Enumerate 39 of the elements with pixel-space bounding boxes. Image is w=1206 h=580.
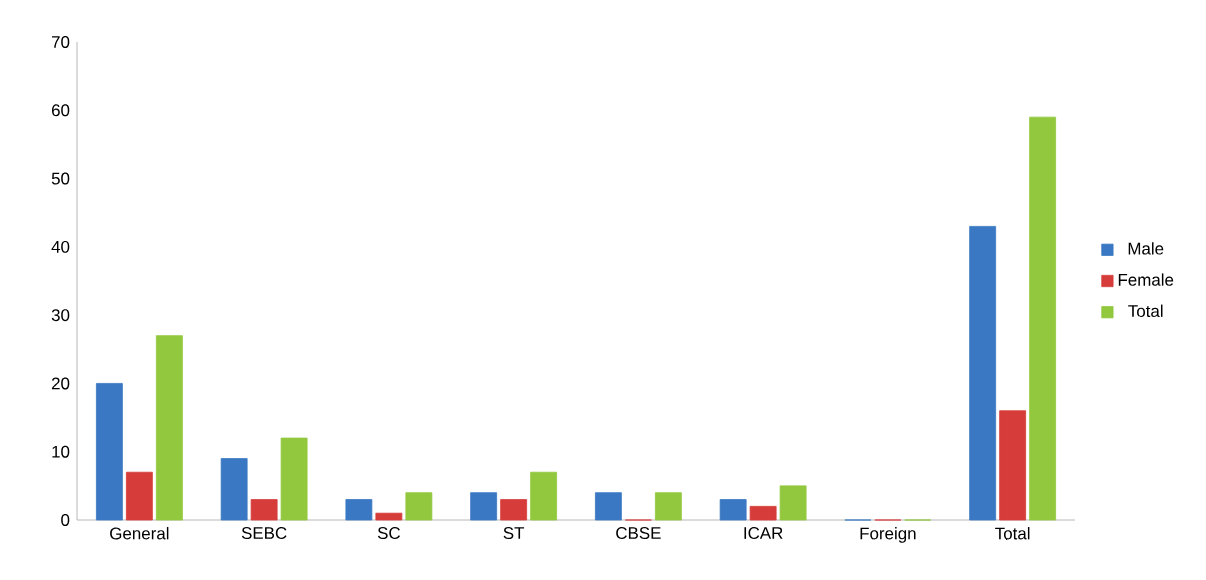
bar	[1029, 116, 1057, 521]
bar	[250, 499, 278, 521]
legend-label: Male	[1128, 242, 1164, 255]
bar	[220, 458, 248, 521]
bar	[125, 471, 153, 521]
bar	[500, 499, 528, 521]
legend-label: Total	[1128, 304, 1163, 317]
x-tick-label: Foreign	[860, 527, 916, 543]
y-tick-label: 50	[51, 172, 70, 185]
bar	[969, 225, 997, 521]
x-tick-label: General	[110, 527, 169, 540]
x-tick-label: ST	[503, 527, 525, 540]
bar	[749, 505, 777, 521]
bar	[719, 499, 747, 521]
bar	[530, 471, 558, 521]
x-tick-label: SC	[377, 527, 400, 540]
bar	[280, 437, 308, 521]
y-tick-label: 70	[52, 36, 70, 48]
bar	[594, 492, 622, 521]
x-tick-label: ICAR	[744, 527, 783, 540]
x-tick-label: Total	[995, 527, 1030, 540]
bar	[654, 492, 682, 521]
legend-label: Female	[1118, 273, 1174, 286]
bar	[375, 512, 403, 521]
x-tick-label: SEBC	[241, 527, 287, 540]
y-tick-label: 40	[51, 240, 70, 253]
bar	[470, 492, 498, 521]
bar	[779, 485, 807, 521]
bar	[345, 499, 373, 521]
y-tick-label: 10	[52, 445, 70, 458]
x-tick-label: CBSE	[616, 527, 661, 540]
y-tick-label: 20	[51, 377, 70, 390]
y-tick-label: 0	[61, 514, 70, 526]
y-tick-label: 60	[52, 104, 70, 117]
bar	[999, 410, 1027, 521]
bar	[95, 383, 123, 521]
bar	[155, 335, 183, 521]
bar	[405, 492, 433, 521]
y-tick-label: 30	[51, 309, 70, 322]
